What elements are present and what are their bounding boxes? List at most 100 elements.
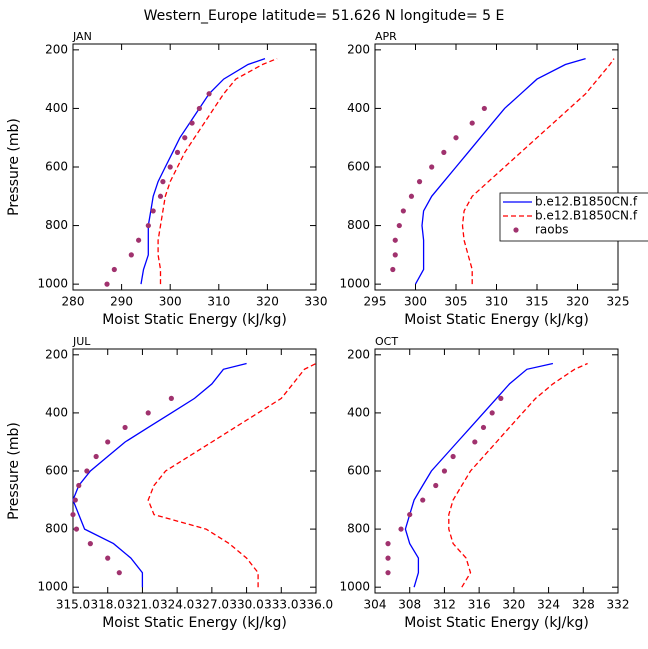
x-tick-label: 312 xyxy=(433,598,456,612)
raobs-point xyxy=(396,222,402,229)
x-tick-label: 308 xyxy=(398,598,421,612)
y-tick-label: 1000 xyxy=(37,580,68,594)
x-tick-label: 300 xyxy=(159,295,182,309)
x-tick-label: 320 xyxy=(502,598,525,612)
profile-line xyxy=(461,58,615,285)
y-tick-label: 600 xyxy=(45,160,68,174)
x-tick-label: 310 xyxy=(485,295,508,309)
x-tick-label: 290 xyxy=(110,295,133,309)
x-tick-label: 321.0 xyxy=(125,598,159,612)
y-tick-label: 800 xyxy=(347,522,370,536)
raobs-point xyxy=(453,135,459,141)
raobs-point xyxy=(128,252,134,258)
raobs-point xyxy=(206,91,212,97)
y-tick-label: 400 xyxy=(347,101,370,115)
x-tick-label: 295 xyxy=(364,295,387,309)
raobs-point xyxy=(480,424,487,431)
y-tick-label: 600 xyxy=(347,464,370,478)
x-tick-label: 324 xyxy=(537,598,560,612)
raobs-point xyxy=(160,179,166,185)
raobs-point xyxy=(416,179,423,185)
raobs-point xyxy=(116,570,122,576)
x-tick-label: 320 xyxy=(566,295,589,309)
raobs-point xyxy=(105,555,111,561)
x-tick-label: 315 xyxy=(526,295,549,309)
legend-label: b.e12.B1850CN.f xyxy=(535,195,638,209)
raobs-point xyxy=(400,208,406,214)
x-tick-label: 304 xyxy=(364,598,387,612)
x-tick-label: 333.0 xyxy=(264,598,298,612)
raobs-point xyxy=(472,439,478,445)
x-tick-label: 315.0 xyxy=(56,598,90,612)
y-tick-label: 200 xyxy=(347,42,370,56)
x-tick-label: 330 xyxy=(305,295,328,309)
x-tick-label: 328 xyxy=(572,598,595,612)
x-tick-label: 320 xyxy=(256,295,279,309)
x-tick-label: 324.0 xyxy=(160,598,194,612)
legend-label: raobs xyxy=(535,223,569,237)
profile-line xyxy=(157,57,278,285)
raobs-point xyxy=(168,395,174,401)
raobs-point xyxy=(70,511,76,518)
x-axis-label: Moist Static Energy (kJ/kg) xyxy=(102,615,287,631)
raobs-point xyxy=(93,453,99,460)
profile-line xyxy=(414,57,586,285)
raobs-point xyxy=(145,222,151,229)
raobs-point xyxy=(441,149,447,155)
y-axis-label: Pressure (mb) xyxy=(6,422,22,520)
y-tick-label: 1000 xyxy=(339,580,370,594)
y-tick-label: 400 xyxy=(347,405,370,419)
raobs-point xyxy=(167,164,173,170)
legend-label: b.e12.B1850CN.f xyxy=(535,209,638,223)
raobs-point xyxy=(385,555,391,561)
y-tick-label: 200 xyxy=(45,42,68,56)
x-axis-label: Moist Static Energy (kJ/kg) xyxy=(404,615,589,631)
raobs-point xyxy=(390,266,396,273)
raobs-point xyxy=(392,237,398,243)
raobs-point xyxy=(150,208,156,214)
raobs-point xyxy=(392,252,398,258)
raobs-point xyxy=(433,482,439,489)
y-axis-label: Pressure (mb) xyxy=(6,118,22,216)
raobs-point xyxy=(104,281,110,287)
raobs-point xyxy=(72,497,78,503)
panel-title: JUL xyxy=(72,335,91,348)
panel-title: OCT xyxy=(375,335,398,348)
raobs-point xyxy=(429,164,435,170)
profile-line xyxy=(404,362,554,588)
raobs-point xyxy=(111,266,117,273)
raobs-point xyxy=(189,120,195,126)
x-tick-label: 336.0 xyxy=(299,598,333,612)
raobs-point xyxy=(481,105,487,112)
x-tick-label: 305 xyxy=(445,295,468,309)
raobs-point xyxy=(87,541,93,547)
raobs-point xyxy=(489,410,495,416)
y-tick-label: 1000 xyxy=(339,277,370,291)
raobs-point xyxy=(441,468,448,474)
raobs-point xyxy=(498,395,504,401)
x-tick-label: 332 xyxy=(607,598,630,612)
raobs-point xyxy=(408,193,415,199)
y-tick-label: 200 xyxy=(45,347,68,361)
y-tick-label: 400 xyxy=(45,405,68,419)
x-tick-label: 280 xyxy=(62,295,85,309)
legend-marker xyxy=(513,227,519,233)
raobs-point xyxy=(105,439,111,445)
x-axis-label: Moist Static Energy (kJ/kg) xyxy=(102,312,287,328)
raobs-point xyxy=(420,497,426,503)
x-tick-label: 318.0 xyxy=(91,598,125,612)
raobs-point xyxy=(122,424,128,431)
raobs-point xyxy=(196,105,202,112)
raobs-point xyxy=(136,237,142,243)
raobs-point xyxy=(398,526,404,532)
raobs-point xyxy=(84,468,90,474)
x-axis-label: Moist Static Energy (kJ/kg) xyxy=(404,312,589,328)
x-tick-label: 327.0 xyxy=(195,598,229,612)
legend-box xyxy=(499,192,648,242)
panel-title: JAN xyxy=(72,30,92,43)
y-tick-label: 1000 xyxy=(37,277,68,291)
x-tick-label: 325 xyxy=(607,295,630,309)
y-tick-label: 800 xyxy=(347,218,370,232)
y-tick-label: 600 xyxy=(45,464,68,478)
raobs-point xyxy=(145,410,151,416)
